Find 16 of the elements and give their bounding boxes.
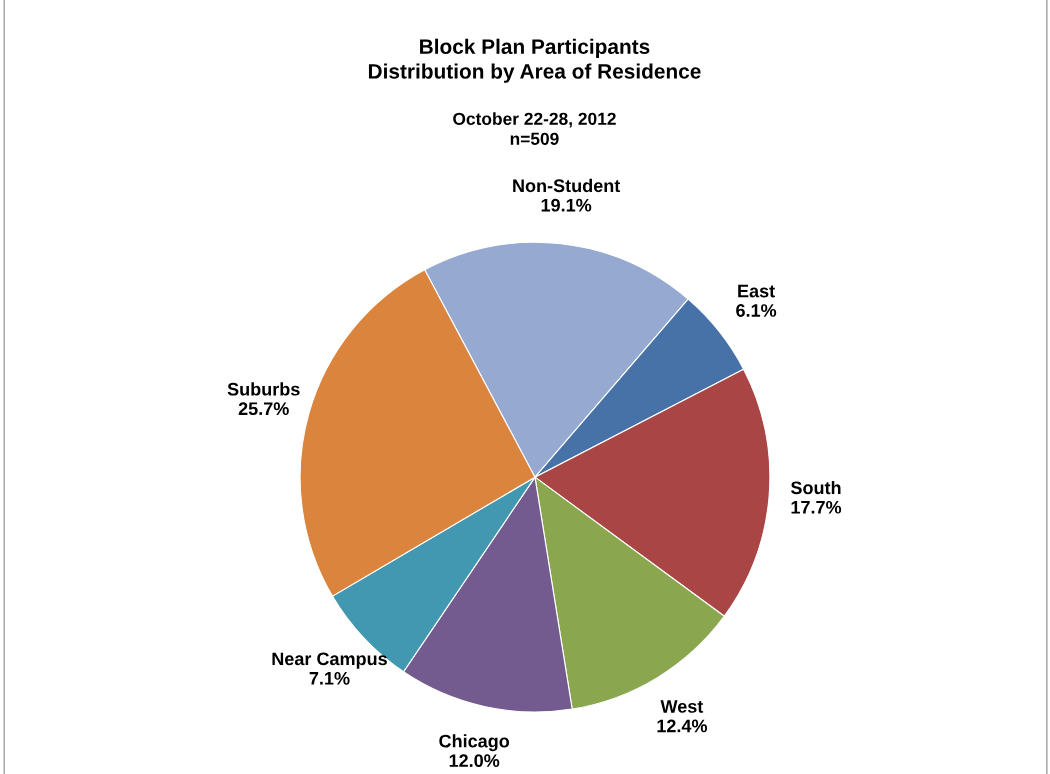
data-label: 7.1% (309, 671, 350, 685)
data-label: 19.1% (541, 198, 592, 212)
slice-label: Near Campus (272, 652, 387, 669)
chart-subtitle: October 22-28, 2012 n=509 (453, 112, 616, 145)
slice-label: East (738, 284, 775, 298)
slice-label: Suburbs (227, 382, 300, 396)
slice-label: Non-Student (513, 178, 621, 193)
data-label: 25.7% (238, 402, 289, 416)
data-label: 6.1% (736, 304, 777, 317)
data-label: 12.4% (657, 719, 708, 733)
slice-label: South (790, 480, 841, 495)
data-label: 12.0% (449, 754, 500, 768)
slice-label: Chicago (439, 734, 510, 752)
slice-label: West (660, 700, 704, 713)
chart-title: Block Plan Participants Distribution by Area of Residence (368, 38, 701, 83)
data-label: 17.7% (791, 500, 842, 514)
